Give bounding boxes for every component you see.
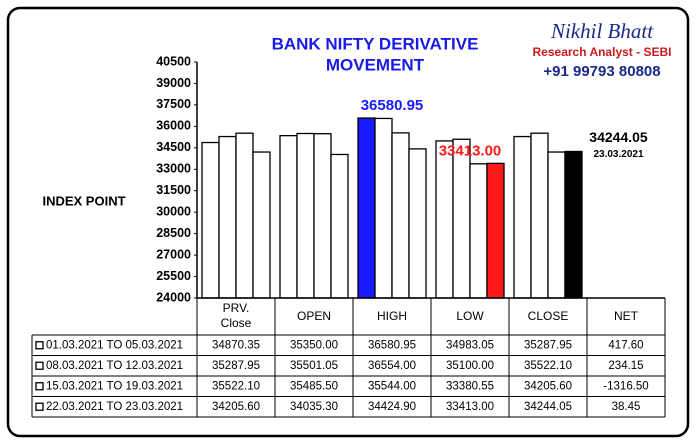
y-tick-label: 39000 xyxy=(156,76,191,90)
table-cell: 34983.05 xyxy=(446,339,494,351)
bar xyxy=(452,138,471,299)
bar xyxy=(279,135,298,299)
bar xyxy=(513,135,532,299)
bar xyxy=(530,132,549,299)
legend-swatch xyxy=(35,361,44,370)
bar xyxy=(469,163,488,299)
annotation: 34244.05 xyxy=(589,129,648,145)
table-cell: 35501.05 xyxy=(290,360,338,372)
y-tick-label: 30000 xyxy=(156,204,191,218)
legend-label: 08.03.2021 TO 12.03.2021 xyxy=(46,360,183,372)
table-cell: -1316.50 xyxy=(603,380,648,392)
legend-label: 01.03.2021 TO 05.03.2021 xyxy=(46,339,183,351)
legend-label: 15.03.2021 TO 19.03.2021 xyxy=(46,380,183,392)
y-tick-label: 25500 xyxy=(156,269,191,283)
bar xyxy=(374,117,393,299)
bar xyxy=(201,141,220,299)
table-cell: 34205.60 xyxy=(524,380,572,392)
y-tick-label: 31500 xyxy=(156,183,191,197)
y-tick-label: 36000 xyxy=(156,119,191,133)
column-header: OPEN xyxy=(297,309,331,323)
bar xyxy=(313,133,332,299)
table-cell: 35522.10 xyxy=(212,380,260,392)
bar xyxy=(252,151,271,299)
column-header: PRV. Close xyxy=(221,301,252,330)
bar xyxy=(296,132,315,299)
annotation-date: 23.03.2021 xyxy=(593,149,643,160)
table-cell: 34244.05 xyxy=(524,401,572,413)
table-cell: 34035.30 xyxy=(290,401,338,413)
column-header: HIGH xyxy=(377,309,407,323)
table-cell: 35287.95 xyxy=(212,360,260,372)
table-cell: 35522.10 xyxy=(524,360,572,372)
watermark-name: Nikhil Bhatt xyxy=(550,19,654,43)
bar xyxy=(391,132,410,299)
table-cell: 35100.00 xyxy=(446,360,494,372)
table-cell: 36554.00 xyxy=(368,360,416,372)
table-cell: 35287.95 xyxy=(524,339,572,351)
bar xyxy=(357,117,376,299)
annotation: 33413.00 xyxy=(439,142,502,159)
watermark-phone: +91 99793 80808 xyxy=(543,63,660,80)
y-tick-label: 24000 xyxy=(156,290,191,304)
column-header: CLOSE xyxy=(528,309,569,323)
title-line: BANK NIFTY DERIVATIVE xyxy=(272,34,479,53)
bar xyxy=(486,162,505,299)
bar xyxy=(547,151,566,299)
table-cell: 33380.55 xyxy=(446,380,494,392)
y-tick-label: 28500 xyxy=(156,226,191,240)
y-tick-label: 34500 xyxy=(156,140,191,154)
legend-swatch xyxy=(35,402,44,411)
legend-swatch xyxy=(35,382,44,391)
y-tick-label: 27000 xyxy=(156,247,191,261)
table-cell: 35485.50 xyxy=(290,380,338,392)
table-cell: 234.15 xyxy=(608,360,643,372)
legend-label: 22.03.2021 TO 23.03.2021 xyxy=(46,401,183,413)
bar xyxy=(408,148,427,299)
table-cell: 35544.00 xyxy=(368,380,416,392)
table-cell: 36580.95 xyxy=(368,339,416,351)
title-line: MOVEMENT xyxy=(326,55,425,74)
bar xyxy=(330,153,349,299)
table-cell: 34205.60 xyxy=(212,401,260,413)
bar xyxy=(218,135,237,299)
table-cell: 417.60 xyxy=(608,339,643,351)
table-cell: 38.45 xyxy=(612,401,641,413)
bar xyxy=(435,140,454,299)
column-header: NET xyxy=(614,309,639,323)
bar xyxy=(235,132,254,299)
column-header-part: Close xyxy=(221,316,252,330)
y-axis-label: INDEX POINT xyxy=(42,193,125,208)
column-header-part: PRV. xyxy=(223,301,250,315)
table-cell: 35350.00 xyxy=(290,339,338,351)
y-tick-label: 40500 xyxy=(156,54,191,68)
bar xyxy=(564,150,583,299)
legend-swatch xyxy=(35,341,44,350)
y-tick-label: 37500 xyxy=(156,97,191,111)
y-tick-label: 33000 xyxy=(156,162,191,176)
column-header: LOW xyxy=(456,309,484,323)
table-cell: 34870.35 xyxy=(212,339,260,351)
table-cell: 33413.00 xyxy=(446,401,494,413)
table-cell: 34424.90 xyxy=(368,401,416,413)
annotation: 36580.95 xyxy=(361,97,424,114)
watermark-role: Research Analyst - SEBI xyxy=(533,45,672,59)
